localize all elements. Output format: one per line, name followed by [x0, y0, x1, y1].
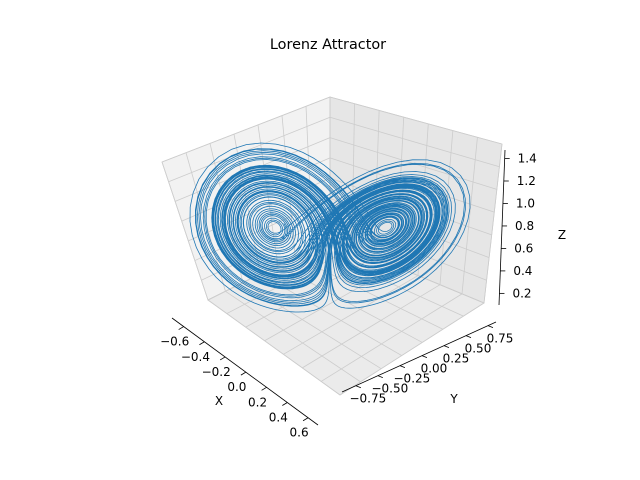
lorenz-trajectory [189, 142, 471, 313]
trajectory-line [189, 142, 471, 313]
z-tick-label: 1.2 [517, 174, 536, 188]
x-tick-label: −0.2 [202, 365, 231, 379]
z-tick-label: 1.0 [516, 196, 535, 210]
y-axis-label: Y [449, 392, 458, 406]
z-tick-label: 0.6 [514, 241, 533, 255]
z-axis-label: Z [558, 228, 566, 242]
x-tick-label: 0.0 [227, 380, 246, 394]
y-tick-label: −0.25 [394, 372, 431, 386]
z-tick-label: 0.4 [513, 264, 532, 278]
x-axis-label: X [215, 394, 223, 408]
tick-labels: −0.6−0.4−0.20.00.20.40.6−0.75−0.50−0.250… [160, 152, 537, 440]
axes [171, 149, 510, 426]
z-tick-label: 0.2 [512, 286, 531, 300]
x-tick-label: 0.2 [248, 395, 267, 409]
y-tick-label: 0.50 [465, 342, 492, 356]
x-tick-label: 0.6 [290, 426, 309, 440]
x-tick-label: −0.4 [181, 350, 210, 364]
y-tick-label: −0.50 [371, 382, 408, 396]
z-tick-label: 1.4 [518, 152, 537, 166]
x-tick-label: 0.4 [269, 411, 288, 425]
x-tick-label: −0.6 [160, 335, 189, 349]
y-tick-label: 0.25 [443, 352, 470, 366]
chart-title: Lorenz Attractor [270, 37, 386, 53]
y-tick-label: −0.75 [349, 392, 386, 406]
y-tick-label: 0.75 [487, 332, 514, 346]
z-tick-label: 0.8 [515, 219, 534, 233]
y-tick-label: 0.00 [421, 362, 448, 376]
